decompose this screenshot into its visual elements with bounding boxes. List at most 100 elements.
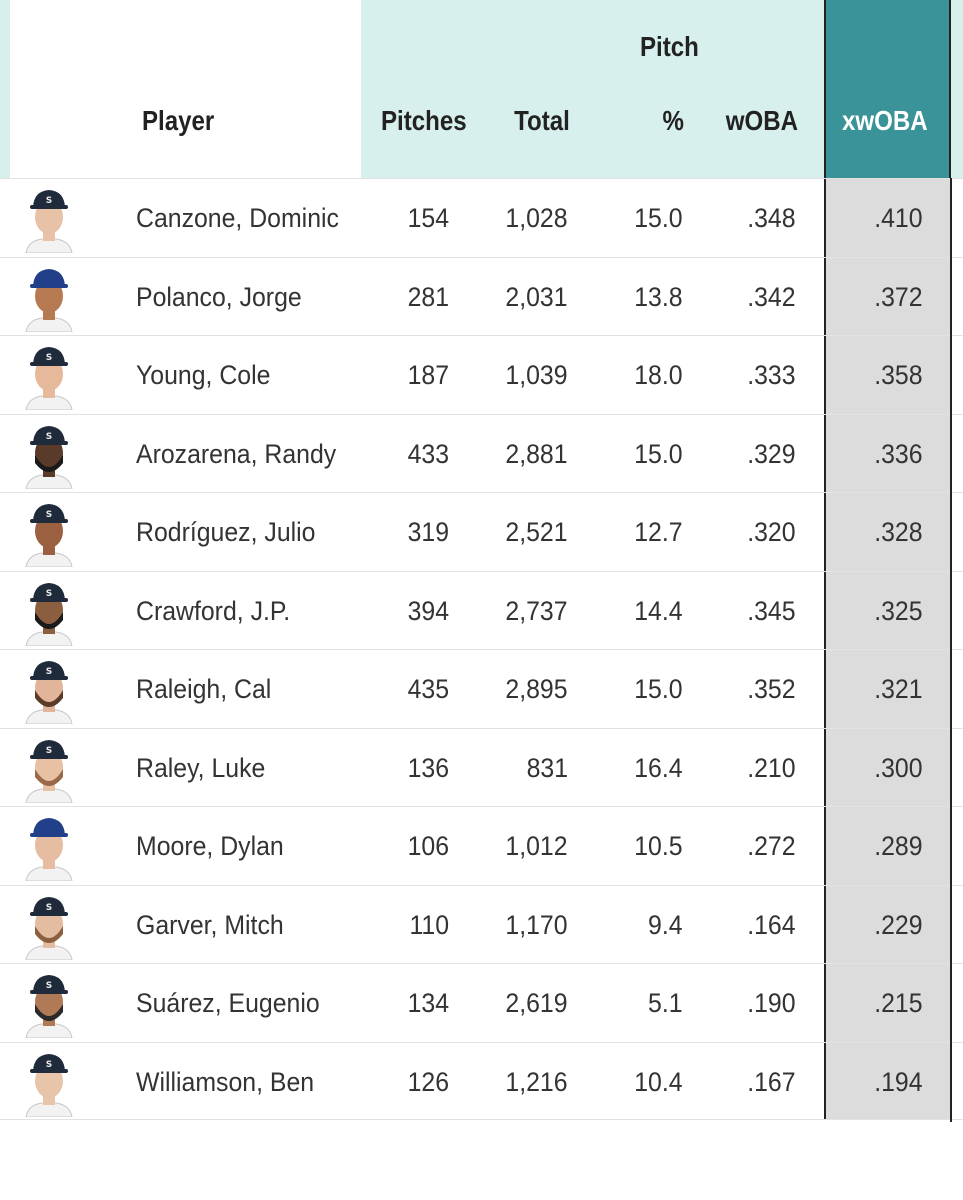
player-name[interactable]: Williamson, Ben (136, 1066, 315, 1097)
svg-text:S: S (46, 903, 52, 913)
pct-value: 18.0 (634, 360, 683, 390)
woba-value: .210 (747, 752, 796, 783)
column-header-player[interactable]: Player (142, 105, 215, 136)
pitches-value: 433 (407, 438, 449, 469)
player-name[interactable]: Crawford, J.P. (136, 595, 291, 626)
xwoba-value: .328 (874, 517, 923, 547)
pitches-value: 126 (407, 1066, 449, 1097)
player-name[interactable]: Garver, Mitch (136, 909, 284, 940)
player-headshot-icon (25, 818, 73, 881)
xwoba-cell-background (824, 336, 951, 414)
svg-text:S: S (46, 667, 52, 677)
woba-value: .190 (747, 988, 796, 1018)
player-name[interactable]: Moore, Dylan (136, 831, 284, 861)
pct-value: 14.4 (634, 595, 683, 626)
table-row[interactable]: S Garver, Mitch 110 1,170 9.4 .164 .229 (0, 884, 963, 963)
xwoba-cell-background (824, 571, 951, 649)
woba-value: .342 (747, 281, 796, 312)
table-row[interactable]: Moore, Dylan 106 1,012 10.5 .272 .289 (0, 806, 963, 885)
xwoba-value: .410 (874, 203, 923, 233)
table-right-border (950, 178, 952, 1122)
xwoba-cell-background (824, 493, 951, 571)
woba-value: .352 (747, 674, 796, 704)
table-row[interactable]: S Suárez, Eugenio 134 2,619 5.1 .190 .215 (0, 963, 963, 1042)
xwoba-value: .289 (874, 831, 923, 861)
pct-value: 15.0 (634, 438, 683, 469)
pitches-value: 134 (407, 988, 449, 1018)
xwoba-cell-background (824, 728, 951, 806)
player-name[interactable]: Suárez, Eugenio (136, 988, 320, 1018)
pitches-value: 319 (407, 517, 449, 547)
player-name[interactable]: Canzone, Dominic (136, 203, 339, 233)
column-header-pct[interactable]: % (662, 105, 684, 136)
xwoba-cell-background (824, 1042, 951, 1119)
pct-value: 15.0 (634, 674, 683, 704)
pct-value: 15.0 (634, 203, 683, 233)
xwoba-value: .372 (874, 281, 923, 312)
woba-value: .164 (747, 909, 796, 940)
svg-text:S: S (46, 432, 52, 442)
xwoba-value: .229 (874, 909, 923, 940)
table-row[interactable]: Polanco, Jorge 281 2,031 13.8 .342 .372 (0, 256, 963, 335)
total-value: 1,012 (505, 831, 568, 861)
player-name[interactable]: Raley, Luke (136, 752, 266, 783)
xwoba-value: .215 (874, 988, 923, 1018)
player-headshot-icon (25, 268, 73, 332)
player-name[interactable]: Arozarena, Randy (136, 438, 337, 469)
player-name[interactable]: Raleigh, Cal (136, 674, 272, 704)
table-row[interactable]: S Canzone, Dominic 154 1,028 15.0 .348 .410 (0, 178, 963, 257)
column-header-woba[interactable]: wOBA (725, 105, 798, 136)
table-header: Player Pitches Total Pitch % wOBA xwOBA (0, 0, 963, 178)
pitches-value: 187 (407, 360, 449, 390)
total-value: 1,216 (505, 1066, 568, 1097)
pct-value: 9.4 (648, 909, 683, 940)
table-row[interactable]: S Crawford, J.P. 394 2,737 14.4 .345 .325 (0, 570, 963, 649)
woba-value: .333 (747, 360, 796, 390)
svg-text:S: S (46, 196, 52, 206)
total-value: 1,039 (505, 360, 568, 390)
table-row[interactable]: S Williamson, Ben 126 1,216 10.4 .167 .194 (0, 1041, 963, 1120)
woba-value: .272 (747, 831, 796, 861)
total-value: 831 (526, 752, 568, 783)
table-row[interactable]: S Arozarena, Randy 433 2,881 15.0 .329 .336 (0, 413, 963, 492)
player-headshot-icon: S (25, 739, 73, 803)
table-row[interactable]: S Rodríguez, Julio 319 2,521 12.7 .320 .328 (0, 492, 963, 571)
svg-text:S: S (46, 353, 52, 363)
pitches-value: 394 (407, 595, 449, 626)
xwoba-value: .321 (874, 674, 923, 704)
xwoba-cell-background (824, 964, 951, 1042)
pct-value: 5.1 (648, 988, 683, 1018)
total-value: 2,895 (505, 674, 568, 704)
svg-text:S: S (46, 746, 52, 756)
xwoba-value: .325 (874, 595, 923, 626)
pitches-value: 110 (409, 909, 449, 940)
table-row[interactable]: S Young, Cole 187 1,039 18.0 .333 .358 (0, 335, 963, 414)
header-right-strip (951, 0, 963, 178)
pct-value: 16.4 (634, 752, 683, 783)
player-name[interactable]: Polanco, Jorge (136, 281, 302, 312)
column-header-pitches[interactable]: Pitches (381, 105, 467, 136)
xwoba-value: .336 (874, 438, 923, 469)
player-headshot-icon: S (25, 504, 73, 567)
total-value: 2,881 (505, 438, 568, 469)
table-row[interactable]: S Raleigh, Cal 435 2,895 15.0 .352 .321 (0, 649, 963, 728)
player-headshot-icon: S (25, 896, 73, 960)
column-header-total[interactable]: Total (514, 105, 570, 136)
table-row[interactable]: S Raley, Luke 136 831 16.4 .210 .300 (0, 727, 963, 806)
xwoba-cell-background (824, 179, 951, 257)
pitches-value: 435 (407, 674, 449, 704)
player-headshot-icon: S (25, 975, 73, 1038)
total-value: 2,737 (505, 595, 568, 626)
player-name[interactable]: Rodríguez, Julio (136, 517, 316, 547)
pitches-value: 154 (407, 203, 449, 233)
xwoba-cell-background (824, 257, 951, 335)
pct-value: 12.7 (634, 517, 683, 547)
column-header-xwoba[interactable]: xwOBA (842, 105, 928, 136)
pitches-value: 106 (407, 831, 449, 861)
xwoba-value: .300 (874, 752, 923, 783)
xwoba-cell-background (824, 414, 951, 492)
pct-value: 10.5 (634, 831, 683, 861)
player-name[interactable]: Young, Cole (136, 360, 271, 390)
player-headshot-icon: S (25, 347, 73, 410)
xwoba-value: .194 (874, 1066, 923, 1097)
